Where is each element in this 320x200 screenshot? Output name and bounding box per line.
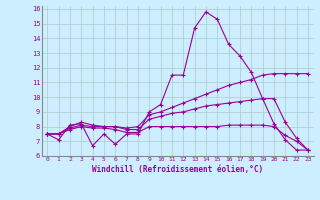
X-axis label: Windchill (Refroidissement éolien,°C): Windchill (Refroidissement éolien,°C)	[92, 165, 263, 174]
